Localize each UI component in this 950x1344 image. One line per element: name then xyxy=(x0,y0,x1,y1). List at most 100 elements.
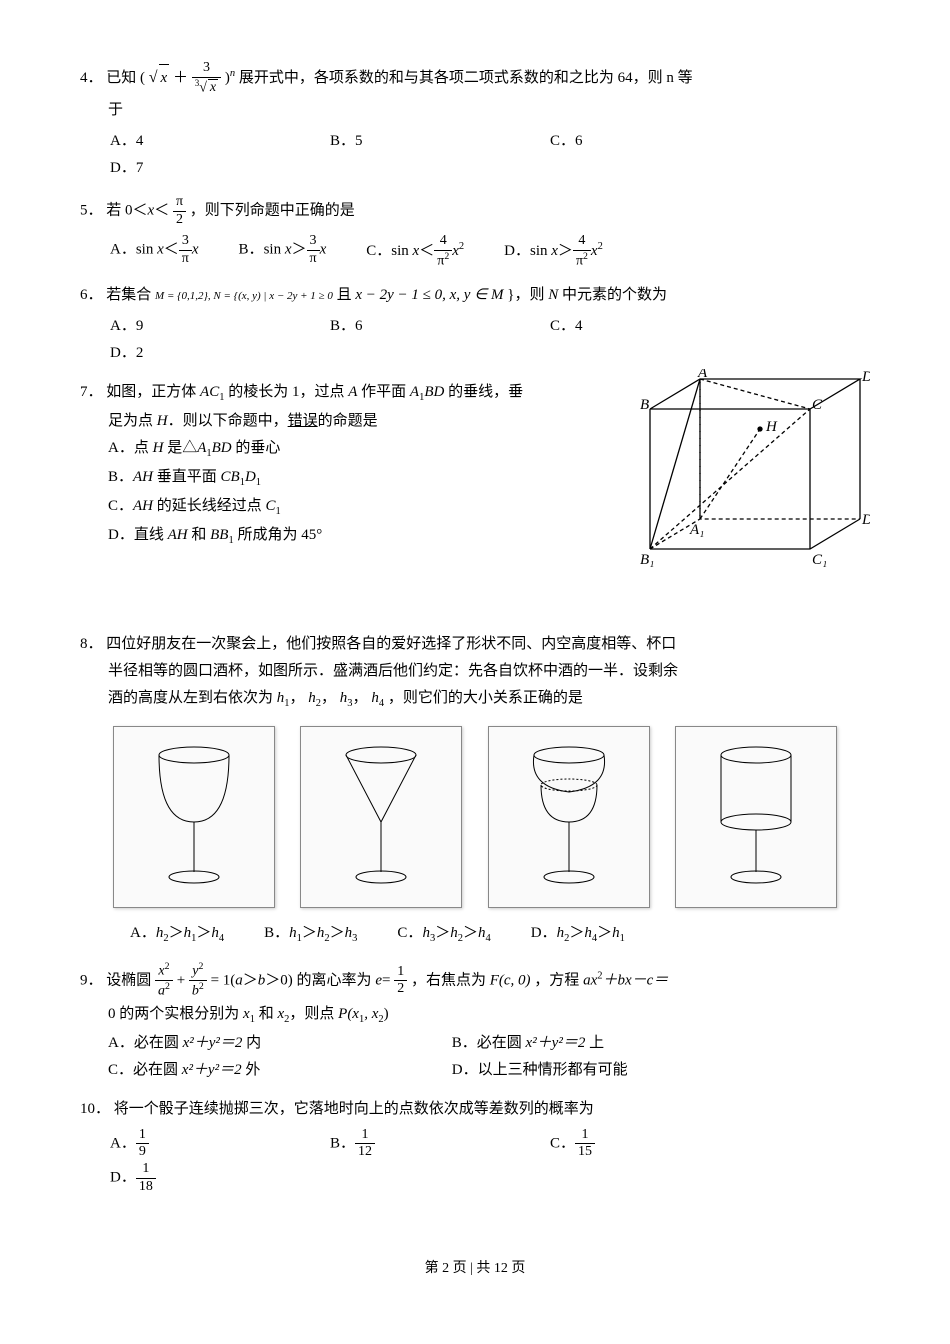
q6-opt-d: D．2 xyxy=(110,340,290,367)
q9-gt1: ＞ xyxy=(243,972,258,988)
q9-ax: ax xyxy=(583,972,597,988)
q6-text-a: 若集合 xyxy=(106,287,155,303)
q5-num: 5． xyxy=(80,203,103,219)
q6-ineq: x − 2y − 1 ≤ 0, x, y ∈ M xyxy=(355,287,503,303)
q6-opt-a: A．9 xyxy=(110,313,290,340)
q4-line2: 于 xyxy=(108,97,870,124)
q5-frac: π2 xyxy=(173,194,186,229)
q9-bxc: ＋bx－c＝ xyxy=(602,972,668,988)
q7-t4: 的垂线，垂 xyxy=(448,384,523,400)
q9-plus: + xyxy=(177,972,189,988)
q5-opt-d: D．sin x＞4π2x2 xyxy=(504,233,603,270)
svg-text:B: B xyxy=(640,397,649,413)
q9-t4: ，方程 xyxy=(534,972,583,988)
q6-and: 且 xyxy=(337,287,356,303)
q6-opt-c: C．4 xyxy=(550,313,730,340)
q8-opt-d: D．h2＞h4＞h1 xyxy=(531,920,625,949)
svg-text:A: A xyxy=(697,369,708,381)
q10-opt-d: D．118 xyxy=(110,1161,290,1196)
q4-text-b: 展开式中，各项系数的和与其各项二项式系数的和之比为 64，则 n 等 xyxy=(239,70,693,86)
q9-t2: 的离心率为 xyxy=(297,972,376,988)
q9-opts-row2: C．必在圆 x²＋y²＝2 外 D．以上三种情形都有可能 xyxy=(108,1057,870,1084)
q9-line2: 0 的两个实根分别为 x1 和 x2，则点 P(x1, x2) xyxy=(108,1001,870,1030)
svg-text:A₁: A₁ xyxy=(689,522,704,538)
q8-options: A．h2＞h1＞h4 B．h1＞h2＞h3 C．h3＞h2＞h4 D．h2＞h4… xyxy=(130,920,870,949)
q9-fc: (c, 0) xyxy=(499,972,531,988)
glass-2 xyxy=(300,726,462,908)
q5-opt-a: A．sin x＜3πx xyxy=(110,233,199,270)
q7-t3: 作平面 xyxy=(361,384,410,400)
q5-lt: ＜ xyxy=(154,203,169,219)
svg-text:C: C xyxy=(812,397,823,413)
q4-options: A．4 B．5 C．6 D．7 xyxy=(110,128,870,182)
q4-opt-b: B．5 xyxy=(330,128,510,155)
q7-bd: BD xyxy=(424,384,444,400)
q9-opt-a: A．必在圆 x²＋y²＝2 内 xyxy=(108,1030,448,1057)
q9-frac2: y2b2 xyxy=(189,961,207,1001)
glasses-figures xyxy=(110,726,840,908)
q6-n: N xyxy=(548,287,558,303)
q6-num: 6． xyxy=(80,287,103,303)
q9-opt-d: D．以上三种情形都有可能 xyxy=(452,1062,628,1078)
q9-opt-b: B．必在圆 x²＋y²＝2 上 xyxy=(452,1035,604,1051)
q4-plus: ＋ xyxy=(173,70,192,86)
q8-opt-c: C．h3＞h2＞h4 xyxy=(397,920,490,949)
q5-text: 若 0＜ xyxy=(106,203,147,219)
question-6: 6． 若集合 M = {0,1,2}, N = {(x, y) | x − 2y… xyxy=(80,282,870,367)
q4-power: n xyxy=(230,68,235,79)
svg-text:B₁: B₁ xyxy=(640,552,654,568)
q9-a: a xyxy=(235,972,243,988)
q10-opt-b: B．112 xyxy=(330,1127,510,1162)
q7-t2: 的棱长为 1，过点 xyxy=(228,384,348,400)
question-4: 4． 已知 ( √x ＋ 3 3√x )n 展开式中，各项系数的和与其各项二项式… xyxy=(80,60,870,182)
q8-l1: 四位好朋友在一次聚会上，他们按照各自的爱好选择了形状不同、内空高度相等、杯口 xyxy=(106,636,676,652)
glass-3 xyxy=(488,726,650,908)
q5-options: A．sin x＜3πx B．sin x＞3πx C．sin x＜4π2x2 D．… xyxy=(110,233,870,270)
q5-opt-c: C．sin x＜4π2x2 xyxy=(366,233,464,270)
q9-half: 12 xyxy=(394,964,407,999)
q7-num: 7． xyxy=(80,384,103,400)
q9-opts-row1: A．必在圆 x²＋y²＝2 内 B．必在圆 x²＋y²＝2 上 xyxy=(108,1030,870,1057)
q9-gt0: ＞0) xyxy=(265,972,293,988)
page-footer: 第 2 页 | 共 12 页 xyxy=(80,1256,870,1281)
q4-text-a: 已知 ( xyxy=(106,70,145,86)
q8-l2: 半径相等的圆口酒杯，如图所示．盛满酒后他们约定：先各自饮杯中酒的一半．设剩余 xyxy=(108,658,870,685)
q8-opt-a: A．h2＞h1＞h4 xyxy=(130,920,224,949)
q9-opt-c: C．必在圆 x²＋y²＝2 外 xyxy=(108,1057,448,1084)
glass-4 xyxy=(675,726,837,908)
q8-l3: 酒的高度从左到右依次为 h1， h2， h3， h4 ，则它们的大小关系正确的是 xyxy=(108,685,870,714)
q9-t3: ，右焦点为 xyxy=(411,972,490,988)
question-8: 8． 四位好朋友在一次聚会上，他们按照各自的爱好选择了形状不同、内空高度相等、杯… xyxy=(80,631,870,949)
q10-opt-a: A．19 xyxy=(110,1127,290,1162)
svg-text:D: D xyxy=(861,369,870,385)
question-7: A D B C A₁ D₁ B₁ C₁ H 7． 如图，正方体 AC1 的棱长为… xyxy=(80,379,870,589)
q9-e: e xyxy=(375,972,382,988)
q4-sqrt-x: √x xyxy=(149,70,169,86)
q6-text-b: }，则 xyxy=(507,287,548,303)
q6-options: A．9 B．6 C．4 D．2 xyxy=(110,313,870,367)
q7-a1: A xyxy=(410,384,419,400)
q9-num: 9． xyxy=(80,972,103,988)
q7-a: A xyxy=(348,384,357,400)
question-10: 10． 将一个骰子连续抛掷三次，它落地时向上的点数依次成等差数列的概率为 A．1… xyxy=(80,1096,870,1196)
question-5: 5． 若 0＜x＜ π2 ，则下列命题中正确的是 A．sin x＜3πx B．s… xyxy=(80,194,870,270)
q10-num: 10． xyxy=(80,1101,110,1117)
q4-frac: 3 3√x xyxy=(192,60,221,97)
q8-num: 8． xyxy=(80,636,103,652)
q8-opt-b: B．h1＞h2＞h3 xyxy=(264,920,357,949)
q10-opt-c: C．115 xyxy=(550,1127,730,1162)
q10-options: A．19 B．112 C．115 D．118 xyxy=(110,1127,870,1196)
cube-figure: A D B C A₁ D₁ B₁ C₁ H xyxy=(640,369,870,589)
q6-text-c: 中元素的个数为 xyxy=(562,287,667,303)
q6-opt-b: B．6 xyxy=(330,313,510,340)
svg-text:H: H xyxy=(765,419,778,435)
q5-text2: ，则下列命题中正确的是 xyxy=(190,203,355,219)
q4-opt-a: A．4 xyxy=(110,128,290,155)
question-9: 9． 设椭圆 x2a2 + y2b2 = 1(a＞b＞0) 的离心率为 e= 1… xyxy=(80,961,870,1084)
q10-text: 将一个骰子连续抛掷三次，它落地时向上的点数依次成等差数列的概率为 xyxy=(114,1101,594,1117)
svg-text:D₁: D₁ xyxy=(861,512,870,528)
q4-opt-d: D．7 xyxy=(110,155,290,182)
q9-f: F xyxy=(490,972,499,988)
q9-t1: 设椭圆 xyxy=(106,972,155,988)
q6-set-m: M = {0,1,2}, N = {(x, y) | x − 2y + 1 ≥ … xyxy=(155,290,333,302)
